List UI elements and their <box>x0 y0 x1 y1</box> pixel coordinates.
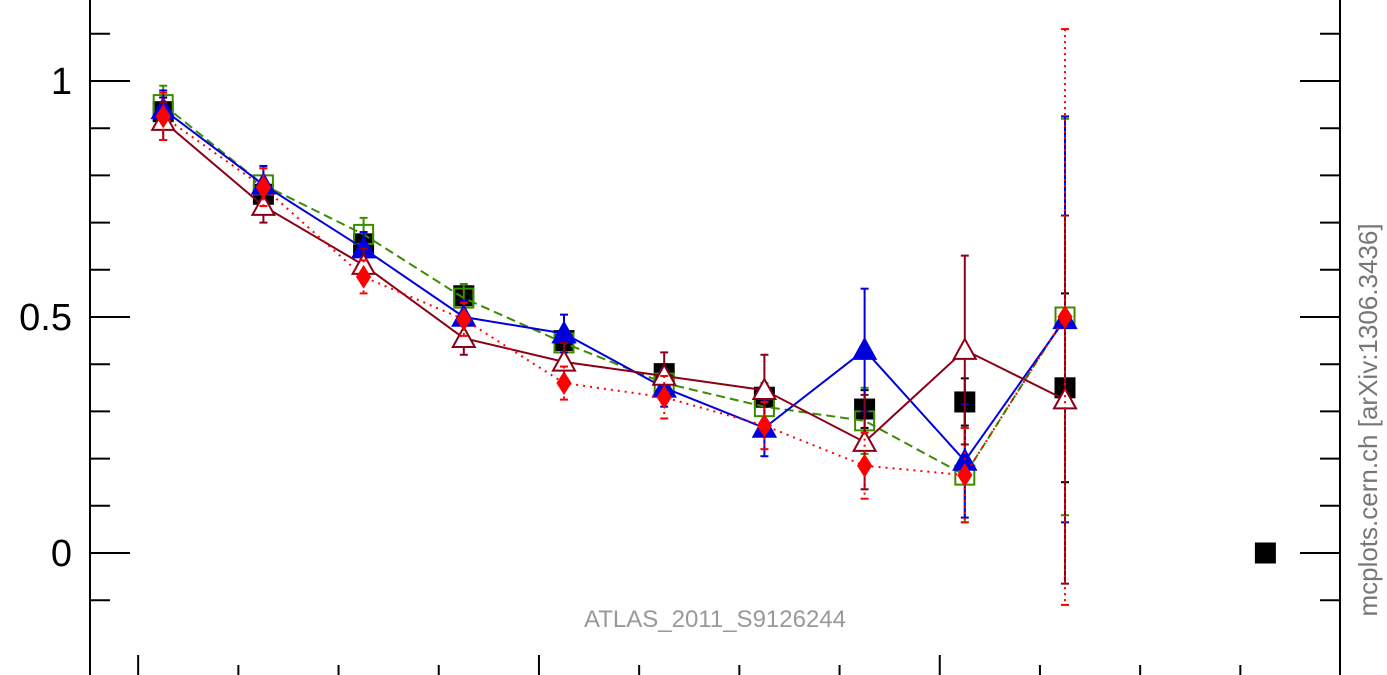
data-point <box>456 307 472 332</box>
series-line <box>162 115 1066 477</box>
y-tick-label: 0.5 <box>19 297 72 339</box>
series-line <box>162 120 1066 444</box>
data-point <box>656 385 672 410</box>
series-2 <box>152 84 1076 524</box>
data-point <box>1057 305 1073 329</box>
axes-frame <box>89 0 1341 675</box>
data-point <box>556 371 572 396</box>
data-point <box>952 336 978 360</box>
data-point <box>756 413 772 438</box>
data-point <box>751 377 778 400</box>
data-point <box>857 453 873 478</box>
watermark: ATLAS_2011_S9126244 <box>584 606 846 633</box>
series-line <box>162 108 1066 463</box>
data-point <box>551 348 577 372</box>
series-5 <box>155 28 1073 606</box>
data-point <box>851 336 878 360</box>
data-point <box>451 325 477 349</box>
series-4 <box>150 101 1078 585</box>
data-point <box>255 175 271 200</box>
series-layer <box>150 28 1078 606</box>
y-tick-label: 1 <box>51 61 72 103</box>
series-1 <box>152 96 1076 484</box>
series-3 <box>150 89 1078 524</box>
side-label: mcplots.cern.ch [arXiv:1306.3436] <box>1353 223 1383 616</box>
data-point <box>155 104 171 129</box>
y-tick-label: 0 <box>51 533 72 575</box>
data-point <box>1254 542 1276 564</box>
data-point <box>651 362 677 386</box>
tick-marks <box>90 32 1340 675</box>
data-point <box>356 264 372 289</box>
series-line <box>162 103 1066 477</box>
data-point <box>957 463 973 488</box>
outlier-layer <box>1254 542 1276 564</box>
y-tick-labels: 00.51 <box>19 61 72 575</box>
